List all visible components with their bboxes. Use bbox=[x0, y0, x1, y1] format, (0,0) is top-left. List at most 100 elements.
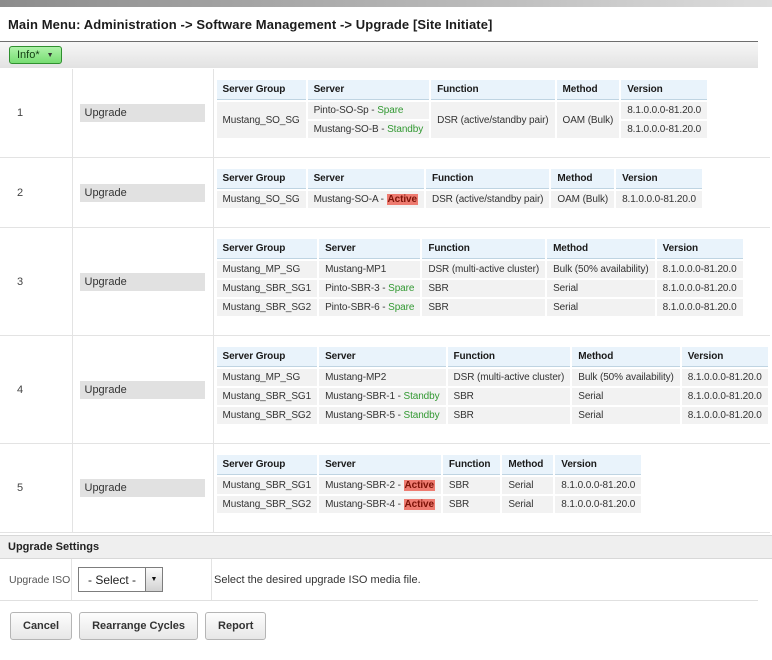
server-table: Server Group Server Function Method Version M… bbox=[215, 453, 644, 515]
cycle-number: 1 bbox=[0, 69, 73, 158]
info-button[interactable]: Info* ▼ bbox=[9, 46, 62, 64]
info-button-label: Info* bbox=[17, 49, 40, 61]
server-status: Standby bbox=[387, 124, 424, 135]
select-value: - Select - bbox=[88, 573, 137, 587]
column-header: Function bbox=[422, 239, 546, 259]
table-cell: Mustang-MP1 bbox=[319, 261, 421, 278]
server-row: Mustang_SBR_SG1 Mustang-SBR-1 - Standby SB… bbox=[216, 388, 768, 405]
server-status: Standby bbox=[403, 410, 440, 421]
server-row: Mustang_SO_SG Pinto-SO-Sp - Spare DSR (act… bbox=[216, 102, 708, 138]
cancel-button[interactable]: Cancel bbox=[10, 612, 73, 640]
column-header: Method bbox=[547, 239, 655, 259]
server-name: Mustang-SO-B - bbox=[313, 124, 388, 135]
action-label: Upgrade bbox=[79, 272, 205, 291]
cycle-number: 3 bbox=[0, 227, 73, 336]
table-cell: 8.1.0.0.0-81.20.0 bbox=[656, 299, 743, 316]
cycle-number: 5 bbox=[0, 443, 73, 533]
caret-down-icon: ▼ bbox=[46, 51, 54, 59]
column-header: Version bbox=[681, 347, 768, 367]
server-row: Mustang_MP_SG Mustang-MP1 DSR (multi-activ… bbox=[216, 261, 743, 278]
table-cell: Mustang_SBR_SG1 bbox=[216, 477, 318, 494]
table-cell: Serial bbox=[502, 477, 554, 494]
table-cell: Serial bbox=[502, 496, 554, 513]
toolbar: Info* ▼ bbox=[0, 42, 758, 68]
cycle-action: Upgrade bbox=[72, 227, 214, 336]
cycle-detail: Server Group Server Function Method Version M… bbox=[213, 443, 770, 533]
server-status: Spare bbox=[388, 302, 415, 313]
action-label: Upgrade bbox=[79, 380, 205, 399]
rearrange-cycles-button[interactable]: Rearrange Cycles bbox=[79, 612, 199, 640]
table-cell: SBR bbox=[442, 496, 501, 513]
table-cell: DSR (multi-active cluster) bbox=[447, 369, 571, 386]
table-cell: Serial bbox=[547, 299, 655, 316]
column-header: Method bbox=[556, 80, 620, 100]
server-row: Mustang_SO_SG Mustang-SO-A - Active DSR (a… bbox=[216, 191, 702, 208]
table-cell: Mustang_SBR_SG2 bbox=[216, 407, 318, 424]
cycle-action: Upgrade bbox=[72, 335, 214, 444]
table-cell: 8.1.0.0.0-81.20.0 bbox=[616, 191, 702, 208]
table-cell: Mustang-SBR-1 - Standby bbox=[319, 388, 446, 405]
server-status: Spare bbox=[377, 105, 404, 116]
cycle-row: 5 Upgrade Server Group Server Function Method… bbox=[0, 443, 770, 533]
column-header: Server bbox=[319, 455, 441, 475]
server-table: Server Group Server Function Method Version M… bbox=[215, 167, 705, 210]
server-name: Pinto-SO-Sp - bbox=[313, 105, 378, 116]
table-cell: Pinto-SO-Sp - Spare bbox=[307, 102, 430, 119]
cycle-row: 3 Upgrade Server Group Server Function Method… bbox=[0, 227, 770, 336]
cycle-action: Upgrade bbox=[72, 443, 214, 533]
table-cell: Bulk (50% availability) bbox=[572, 369, 680, 386]
column-header: Version bbox=[621, 80, 708, 100]
column-header: Function bbox=[425, 169, 550, 189]
cycles-table: 1 Upgrade Server Group Server Function Method… bbox=[0, 69, 770, 533]
server-name: Pinto-SBR-3 - bbox=[325, 283, 389, 294]
iso-description: Select the desired upgrade ISO media fil… bbox=[214, 574, 421, 586]
upgrade-iso-select-cell: - Select - ▼ bbox=[72, 559, 212, 600]
table-cell: Mustang_SBR_SG1 bbox=[216, 280, 318, 297]
column-header: Server bbox=[319, 239, 421, 259]
table-cell: Mustang_SBR_SG2 bbox=[216, 299, 318, 316]
column-header: Server bbox=[307, 80, 430, 100]
server-status: Active bbox=[386, 194, 418, 205]
table-cell: 8.1.0.0.0-81.20.0 bbox=[555, 496, 642, 513]
table-cell: DSR (active/standby pair) bbox=[431, 102, 555, 138]
cycle-detail: Server Group Server Function Method Version M… bbox=[213, 227, 770, 336]
server-table: Server Group Server Function Method Version M… bbox=[215, 78, 710, 140]
server-name: Mustang-MP1 bbox=[325, 264, 387, 275]
action-label: Upgrade bbox=[79, 183, 205, 202]
table-cell: Mustang_SBR_SG1 bbox=[216, 388, 318, 405]
cycle-number: 4 bbox=[0, 335, 73, 444]
table-cell: Mustang_SBR_SG2 bbox=[216, 496, 318, 513]
table-cell: 8.1.0.0.0-81.20.0 bbox=[656, 261, 743, 278]
cycle-action: Upgrade bbox=[72, 157, 214, 228]
select-arrow-button[interactable]: ▼ bbox=[145, 568, 163, 591]
table-cell: Pinto-SBR-3 - Spare bbox=[319, 280, 421, 297]
table-cell: Mustang-SBR-4 - Active bbox=[319, 496, 441, 513]
table-cell: Mustang-SBR-2 - Active bbox=[319, 477, 441, 494]
action-label: Upgrade bbox=[79, 479, 205, 497]
column-header: Server Group bbox=[216, 239, 318, 259]
table-cell: 8.1.0.0.0-81.20.0 bbox=[621, 102, 708, 119]
server-name: Mustang-SBR-2 - bbox=[325, 480, 404, 491]
server-row: Mustang_SBR_SG1 Pinto-SBR-3 - Spare SBR Ser… bbox=[216, 280, 743, 297]
table-cell: Mustang-SBR-5 - Standby bbox=[319, 407, 446, 424]
column-header: Version bbox=[616, 169, 702, 189]
upgrade-iso-select[interactable]: - Select - ▼ bbox=[78, 567, 164, 592]
table-cell: Mustang-SO-B - Standby bbox=[307, 121, 430, 138]
window-top-edge bbox=[0, 0, 772, 7]
table-cell: Serial bbox=[572, 388, 680, 405]
cycle-detail: Server Group Server Function Method Version M… bbox=[213, 157, 770, 228]
table-cell: SBR bbox=[442, 477, 501, 494]
server-name: Pinto-SBR-6 - bbox=[325, 302, 389, 313]
server-status: Active bbox=[403, 499, 435, 510]
table-cell: DSR (active/standby pair) bbox=[425, 191, 550, 208]
column-header: Server Group bbox=[216, 455, 318, 475]
server-name: Mustang-SBR-5 - bbox=[325, 410, 404, 421]
column-header: Function bbox=[431, 80, 555, 100]
server-row: Mustang_SBR_SG2 Pinto-SBR-6 - Spare SBR Ser… bbox=[216, 299, 743, 316]
cycle-detail: Server Group Server Function Method Version M… bbox=[213, 335, 770, 444]
server-name: Mustang-SBR-1 - bbox=[325, 391, 404, 402]
server-row: Mustang_SBR_SG2 Mustang-SBR-5 - Standby SB… bbox=[216, 407, 768, 424]
cycle-row: 1 Upgrade Server Group Server Function Method… bbox=[0, 69, 770, 158]
table-cell: Mustang_MP_SG bbox=[216, 369, 318, 386]
report-button[interactable]: Report bbox=[205, 612, 267, 640]
